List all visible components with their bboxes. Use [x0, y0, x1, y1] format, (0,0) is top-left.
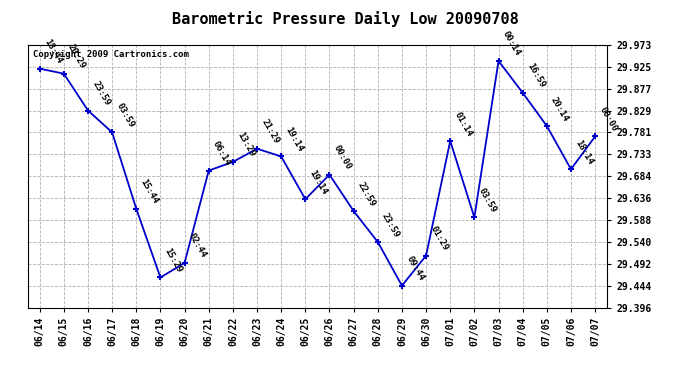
Text: 18:14: 18:14 [573, 138, 595, 166]
Text: 21:29: 21:29 [259, 118, 281, 146]
Text: 02:44: 02:44 [187, 232, 208, 260]
Text: 23:59: 23:59 [380, 211, 402, 239]
Text: 06:14: 06:14 [211, 140, 233, 167]
Text: 01:14: 01:14 [453, 110, 474, 138]
Text: 15:44: 15:44 [139, 178, 160, 206]
Text: 03:59: 03:59 [477, 186, 498, 214]
Text: 22:59: 22:59 [356, 180, 377, 208]
Text: 09:44: 09:44 [404, 255, 426, 282]
Text: 00:00: 00:00 [598, 105, 619, 133]
Text: 23:59: 23:59 [90, 80, 112, 107]
Text: 15:29: 15:29 [163, 246, 184, 274]
Text: 13:29: 13:29 [235, 131, 257, 159]
Text: 19:14: 19:14 [284, 126, 305, 153]
Text: 20:29: 20:29 [66, 43, 88, 70]
Text: Copyright 2009 Cartronics.com: Copyright 2009 Cartronics.com [33, 50, 189, 59]
Text: 00:00: 00:00 [332, 144, 353, 171]
Text: 19:14: 19:14 [308, 168, 329, 196]
Text: 18:44: 18:44 [42, 38, 63, 66]
Text: 16:59: 16:59 [525, 62, 546, 90]
Text: 20:14: 20:14 [549, 95, 571, 123]
Text: 00:14: 00:14 [501, 30, 522, 58]
Text: 03:59: 03:59 [115, 101, 136, 129]
Text: Barometric Pressure Daily Low 20090708: Barometric Pressure Daily Low 20090708 [172, 11, 518, 27]
Text: 01:29: 01:29 [428, 225, 450, 252]
